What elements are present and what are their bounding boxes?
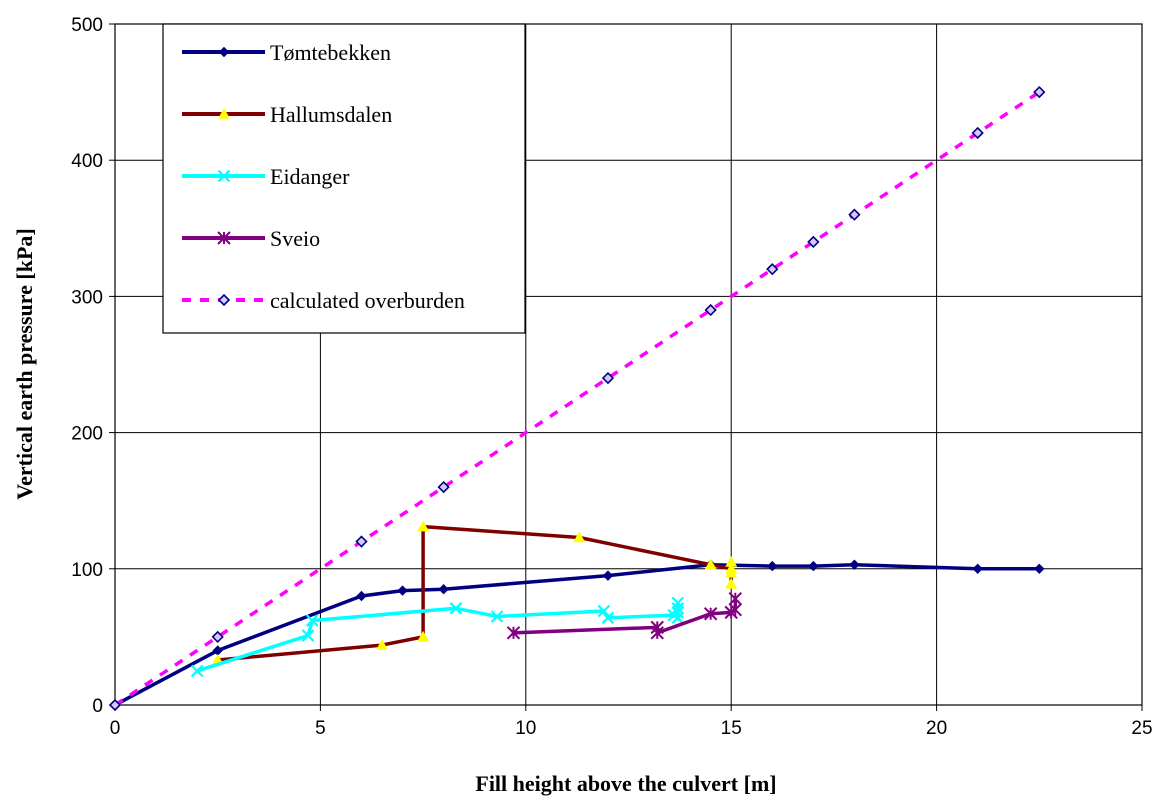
data-point-marker xyxy=(728,602,743,617)
data-point-marker xyxy=(356,590,367,602)
data-point-marker xyxy=(211,630,224,644)
data-point-marker xyxy=(725,566,738,578)
tick-labels: 0 5 10 15 20 25 0 100 200 300 400 500 xyxy=(71,15,1152,739)
data-point-marker xyxy=(972,563,983,575)
data-point-marker xyxy=(417,520,430,532)
x-tick-label: 25 xyxy=(1131,718,1152,739)
data-point-marker xyxy=(438,584,449,595)
series-Tømtebekken xyxy=(109,559,1045,711)
x-tick-label: 0 xyxy=(110,718,121,739)
data-point-marker xyxy=(767,560,778,572)
data-point-marker xyxy=(573,531,586,543)
legend-label: calculated overburden xyxy=(270,288,465,313)
data-point-marker xyxy=(305,614,319,627)
data-point-marker xyxy=(218,46,230,58)
x-tick-label: 10 xyxy=(515,718,536,739)
data-point-marker xyxy=(417,630,430,642)
series-line xyxy=(114,90,1041,707)
legend-label: Sveio xyxy=(270,226,320,251)
data-point-marker xyxy=(190,664,204,678)
y-tick-label: 300 xyxy=(71,287,103,308)
y-tick-label: 500 xyxy=(71,15,103,36)
plot-area-frame xyxy=(114,23,1143,706)
series-Hallumsdalen xyxy=(211,520,738,665)
x-tick-label: 5 xyxy=(315,718,326,739)
legend-item: Tømtebekken xyxy=(182,40,391,65)
x-tick-label: 15 xyxy=(721,718,742,739)
data-point-marker xyxy=(376,639,389,650)
series-line xyxy=(113,562,1042,707)
data-point-marker xyxy=(766,263,779,276)
y-tick-label: 400 xyxy=(71,151,103,172)
data-point-marker xyxy=(597,604,611,618)
data-point-marker xyxy=(671,611,685,625)
data-point-marker xyxy=(808,560,819,572)
data-point-marker xyxy=(1034,563,1045,575)
series-Eidanger xyxy=(190,596,685,678)
data-point-marker xyxy=(807,235,820,249)
data-point-marker xyxy=(725,555,738,567)
x-tick-label: 20 xyxy=(926,718,947,739)
data-series xyxy=(108,85,1046,712)
data-point-marker xyxy=(602,570,614,581)
data-point-marker xyxy=(704,558,717,570)
data-point-marker xyxy=(397,585,408,596)
data-point-marker xyxy=(1033,85,1046,99)
data-point-marker xyxy=(217,169,231,183)
data-point-marker xyxy=(725,577,738,589)
legend-label: Hallumsdalen xyxy=(270,102,392,127)
data-point-marker xyxy=(449,602,463,615)
data-point-marker xyxy=(671,602,685,615)
data-point-marker xyxy=(849,559,860,570)
data-point-marker xyxy=(671,606,685,619)
series-calculated overburden xyxy=(108,85,1046,712)
data-point-marker xyxy=(848,208,861,221)
data-point-marker xyxy=(437,480,450,494)
data-point-marker xyxy=(355,535,368,548)
x-axis-title: Fill height above the culvert [m] xyxy=(475,771,776,796)
legend-label: Tømtebekken xyxy=(270,40,391,65)
data-point-marker xyxy=(971,126,984,140)
legend-box xyxy=(162,23,526,334)
data-point-marker xyxy=(650,626,664,640)
data-point-marker xyxy=(506,626,521,640)
y-tick-label: 200 xyxy=(71,424,103,445)
data-point-marker xyxy=(218,108,230,119)
data-point-marker xyxy=(704,303,717,317)
data-point-marker xyxy=(301,629,315,642)
y-tick-label: 100 xyxy=(71,560,103,581)
data-point-marker xyxy=(217,231,231,245)
legend-item: Hallumsdalen xyxy=(182,102,392,127)
y-axis-title: Vertical earth pressure [kPa] xyxy=(12,228,37,500)
legend-item: calculated overburden xyxy=(182,288,465,313)
data-point-marker xyxy=(601,371,615,385)
y-tick-label: 0 xyxy=(92,696,103,717)
data-point-marker xyxy=(490,610,504,623)
data-point-marker xyxy=(728,592,743,606)
data-point-marker xyxy=(601,611,615,625)
data-point-marker xyxy=(703,607,718,621)
data-point-marker xyxy=(108,698,122,712)
data-point-marker xyxy=(671,596,685,610)
legend: Tømtebekken Hallumsdalen Eidanger Sveio calc… xyxy=(162,23,526,334)
legend-item: Eidanger xyxy=(182,164,350,189)
legend-item: Sveio xyxy=(182,226,320,251)
series-Sveio xyxy=(506,592,743,640)
legend-label: Eidanger xyxy=(270,164,350,189)
data-point-marker xyxy=(217,293,231,307)
